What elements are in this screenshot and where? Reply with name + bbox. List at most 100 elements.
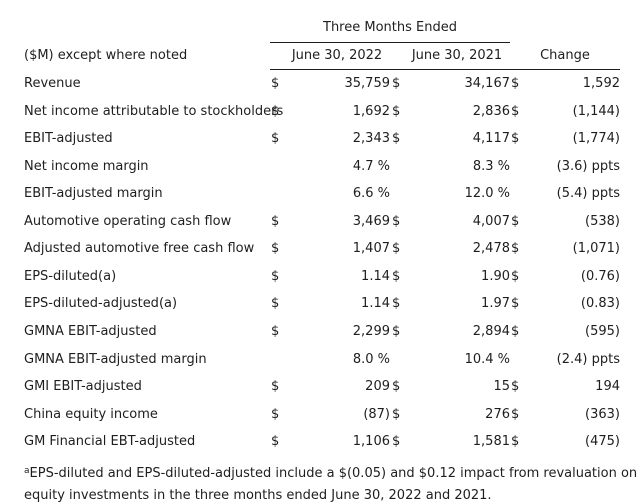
value-change: 1,592	[582, 76, 620, 91]
column-header-change: Change	[540, 48, 590, 63]
value-change: (363)	[585, 407, 620, 422]
row-label: GMNA EBIT-adjusted	[24, 324, 157, 339]
dollar-sign-2022: $	[271, 104, 280, 119]
dollar-sign-2021: $	[392, 324, 401, 339]
value-change: (0.76)	[580, 269, 620, 284]
dollar-sign-2022: $	[271, 241, 280, 256]
dollar-sign-2021: $	[392, 76, 401, 91]
row-label: Revenue	[24, 76, 81, 91]
row-label: EBIT-adjusted margin	[24, 186, 163, 201]
value-2022: (87)	[363, 407, 390, 422]
value-2022: 4.7 %	[352, 159, 390, 174]
value-2022: 1.14	[361, 269, 390, 284]
dollar-sign-2021: $	[392, 296, 401, 311]
dollar-sign-change: $	[511, 269, 520, 284]
row-label: GM Financial EBT-adjusted	[24, 434, 196, 449]
value-2021: 1.90	[481, 269, 510, 284]
row-label: GMI EBIT-adjusted	[24, 379, 142, 394]
dollar-sign-change: $	[511, 434, 520, 449]
column-header-2022: June 30, 2022	[291, 48, 383, 63]
row-label: EBIT-adjusted	[24, 131, 113, 146]
value-change: (1,144)	[572, 104, 620, 119]
value-2022: 3,469	[352, 214, 390, 229]
value-2021: 2,836	[472, 104, 510, 119]
value-change: (2.4) ppts	[556, 352, 620, 367]
dollar-sign-2022: $	[271, 379, 280, 394]
value-2022: 209	[365, 379, 390, 394]
dollar-sign-2021: $	[392, 269, 401, 284]
dollar-sign-change: $	[511, 379, 520, 394]
dollar-sign-change: $	[511, 324, 520, 339]
footnote-line-2: equity investments in the three months e…	[24, 488, 492, 503]
row-label: GMNA EBIT-adjusted margin	[24, 352, 207, 367]
dollar-sign-2021: $	[392, 434, 401, 449]
footnote-marker: a	[24, 466, 30, 476]
dollar-sign-2022: $	[271, 296, 280, 311]
value-2021: 10.4 %	[464, 352, 510, 367]
value-2022: 6.6 %	[352, 186, 390, 201]
value-2021: 4,117	[472, 131, 510, 146]
value-2022: 2,343	[352, 131, 390, 146]
value-2021: 15	[493, 379, 510, 394]
footnote-line-1: aEPS-diluted and EPS-diluted-adjusted in…	[24, 466, 637, 482]
row-label: Net income margin	[24, 159, 149, 174]
dollar-sign-change: $	[511, 241, 520, 256]
row-label: EPS-diluted-adjusted(a)	[24, 296, 178, 311]
value-change: (0.83)	[580, 296, 620, 311]
dollar-sign-2021: $	[392, 241, 401, 256]
dollar-sign-change: $	[511, 407, 520, 422]
row-label: Adjusted automotive free cash flow	[24, 241, 255, 256]
row-label: Automotive operating cash flow	[24, 214, 232, 229]
value-change: (475)	[585, 434, 620, 449]
value-2021: 8.3 %	[472, 159, 510, 174]
dollar-sign-change: $	[511, 104, 520, 119]
value-2021: 12.0 %	[464, 186, 510, 201]
value-2022: 1,106	[352, 434, 390, 449]
value-change: (1,774)	[572, 131, 620, 146]
dollar-sign-2022: $	[271, 434, 280, 449]
value-change: (595)	[585, 324, 620, 339]
dollar-sign-change: $	[511, 214, 520, 229]
value-change: 194	[595, 379, 620, 394]
value-change: (5.4) ppts	[556, 186, 620, 201]
dollar-sign-2022: $	[271, 214, 280, 229]
group-header-rule	[270, 42, 510, 43]
dollar-sign-2021: $	[392, 214, 401, 229]
value-2022: 1,692	[352, 104, 390, 119]
value-2022: 2,299	[352, 324, 390, 339]
row-label: China equity income	[24, 407, 158, 422]
value-2021: 34,167	[464, 76, 511, 91]
value-2022: 1,407	[352, 241, 390, 256]
value-2021: 4,007	[472, 214, 510, 229]
value-2021: 1.97	[481, 296, 510, 311]
footnote-text-1: EPS-diluted and EPS-diluted-adjusted inc…	[29, 466, 638, 481]
value-2021: 1,581	[472, 434, 510, 449]
row-label: EPS-diluted(a)	[24, 269, 117, 284]
dollar-sign-2022: $	[271, 76, 280, 91]
dollar-sign-change: $	[511, 131, 520, 146]
dollar-sign-2022: $	[271, 131, 280, 146]
value-change: (3.6) ppts	[556, 159, 620, 174]
dollar-sign-change: $	[511, 296, 520, 311]
value-2022: 35,759	[344, 76, 391, 91]
dollar-sign-2022: $	[271, 324, 280, 339]
dollar-sign-2022: $	[271, 269, 280, 284]
value-2021: 276	[485, 407, 510, 422]
dollar-sign-2021: $	[392, 104, 401, 119]
value-2022: 1.14	[361, 296, 390, 311]
dollar-sign-2021: $	[392, 379, 401, 394]
dollar-sign-2021: $	[392, 407, 401, 422]
group-header: Three Months Ended	[323, 20, 457, 35]
value-change: (1,071)	[572, 241, 620, 256]
value-2021: 2,894	[472, 324, 510, 339]
column-header-rule	[270, 69, 620, 70]
value-change: (538)	[585, 214, 620, 229]
row-label: Net income attributable to stockholders	[24, 104, 284, 119]
column-header-2021: June 30, 2021	[411, 48, 503, 63]
value-2022: 8.0 %	[352, 352, 390, 367]
row-label-header: ($M) except where noted	[24, 48, 188, 63]
dollar-sign-2021: $	[392, 131, 401, 146]
dollar-sign-change: $	[511, 76, 520, 91]
dollar-sign-2022: $	[271, 407, 280, 422]
value-2021: 2,478	[472, 241, 510, 256]
